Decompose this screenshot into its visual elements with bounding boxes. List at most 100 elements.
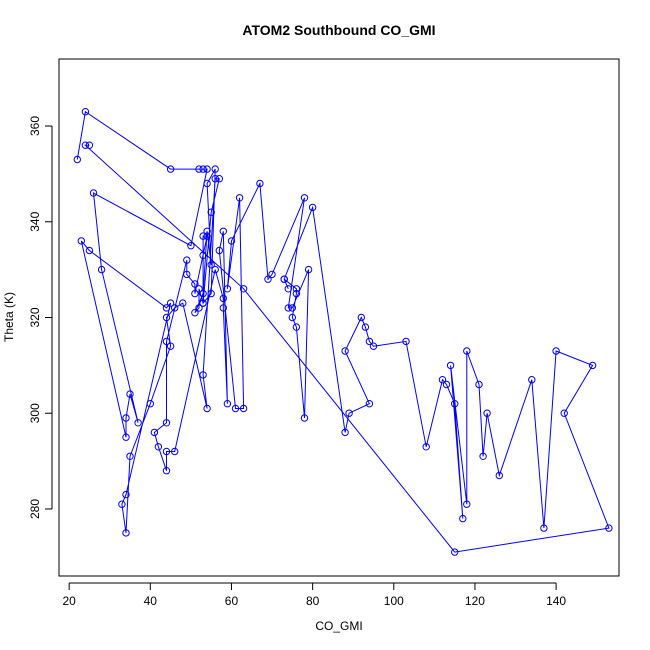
y-tick-label: 300: [28, 403, 42, 423]
data-point: [171, 447, 179, 456]
data-point: [227, 237, 236, 245]
data-point: [191, 289, 199, 298]
data-point: [73, 155, 82, 164]
plot-area-border: [58, 58, 620, 577]
data-point: [422, 443, 430, 451]
y-tick-label: 360: [28, 116, 42, 136]
data-point: [540, 524, 548, 532]
data-point: [126, 452, 134, 460]
data-point: [199, 251, 207, 260]
data-point: [97, 265, 106, 274]
data-point: [479, 452, 487, 460]
data-point: [150, 428, 159, 437]
x-tick-label: 60: [225, 594, 239, 608]
y-axis-label: Theta (K): [2, 292, 16, 342]
data-point: [179, 299, 187, 307]
y-tick-label: 340: [28, 211, 42, 231]
data-point: [203, 232, 211, 240]
data-point: [304, 265, 313, 274]
data-point: [239, 404, 248, 413]
x-tick-label: 100: [384, 594, 404, 608]
data-point: [134, 419, 142, 427]
data-point: [81, 108, 90, 116]
data-point: [183, 256, 191, 264]
data-point: [463, 500, 471, 508]
data-point: [219, 227, 228, 236]
data-point: [77, 237, 86, 245]
data-point: [122, 414, 130, 422]
data-point: [126, 390, 134, 398]
data-point: [215, 175, 224, 183]
series-points: [73, 108, 613, 556]
data-point: [199, 371, 207, 379]
data-point: [191, 309, 199, 317]
data-point: [451, 548, 459, 556]
data-point: [292, 323, 301, 331]
data-point: [231, 404, 240, 413]
data-point: [162, 467, 171, 475]
data-point: [560, 409, 568, 417]
data-point: [219, 304, 228, 312]
data-point: [166, 165, 175, 173]
data-point: [162, 304, 171, 312]
data-point: [162, 313, 171, 322]
y-tick-label: 280: [28, 499, 42, 519]
data-point: [122, 490, 130, 499]
data-point: [85, 246, 94, 255]
data-point: [365, 400, 374, 408]
data-point: [199, 165, 207, 173]
x-tick-label: 120: [465, 594, 485, 608]
data-point: [203, 227, 211, 236]
data-point: [495, 471, 503, 480]
data-point: [122, 433, 130, 441]
data-point: [288, 304, 296, 312]
data-point: [207, 261, 215, 269]
data-point: [605, 524, 613, 532]
data-point: [483, 409, 491, 417]
data-point: [195, 165, 203, 173]
data-point: [207, 208, 215, 216]
data-point: [219, 294, 228, 303]
data-point: [199, 299, 207, 307]
data-point: [402, 337, 410, 346]
data-point: [552, 347, 560, 355]
data-point: [442, 380, 451, 389]
data-point: [300, 194, 309, 202]
data-point: [475, 380, 483, 389]
data-point: [211, 265, 219, 274]
data-point: [195, 285, 203, 293]
y-axis: 280 300 320 340 360: [28, 116, 53, 519]
y-tick-label: 320: [28, 307, 42, 327]
data-point: [85, 141, 94, 149]
data-point: [154, 443, 163, 451]
data-point: [162, 419, 171, 427]
data-point: [207, 289, 215, 298]
data-point: [89, 189, 98, 197]
data-point: [211, 165, 219, 173]
data-point: [203, 404, 211, 413]
data-point: [365, 337, 374, 346]
data-point: [199, 289, 207, 298]
data-point: [446, 361, 455, 370]
data-point: [166, 299, 175, 307]
data-point: [223, 400, 232, 408]
data-point: [203, 179, 211, 188]
data-point: [256, 179, 264, 188]
data-point: [81, 141, 90, 149]
data-point: [146, 400, 155, 408]
data-point: [459, 514, 467, 523]
data-point: [341, 428, 349, 437]
chart-title: ATOM2 Southbound CO_GMI: [242, 22, 435, 38]
data-point: [345, 409, 353, 417]
x-axis-label: CO_GMI: [315, 619, 362, 633]
data-point: [528, 376, 536, 384]
x-tick-label: 40: [144, 594, 158, 608]
data-point: [300, 414, 309, 422]
data-point: [235, 194, 244, 202]
data-point: [438, 376, 447, 384]
data-point: [361, 323, 370, 331]
data-point: [162, 337, 171, 346]
data-point: [223, 285, 232, 293]
data-point: [284, 285, 292, 293]
